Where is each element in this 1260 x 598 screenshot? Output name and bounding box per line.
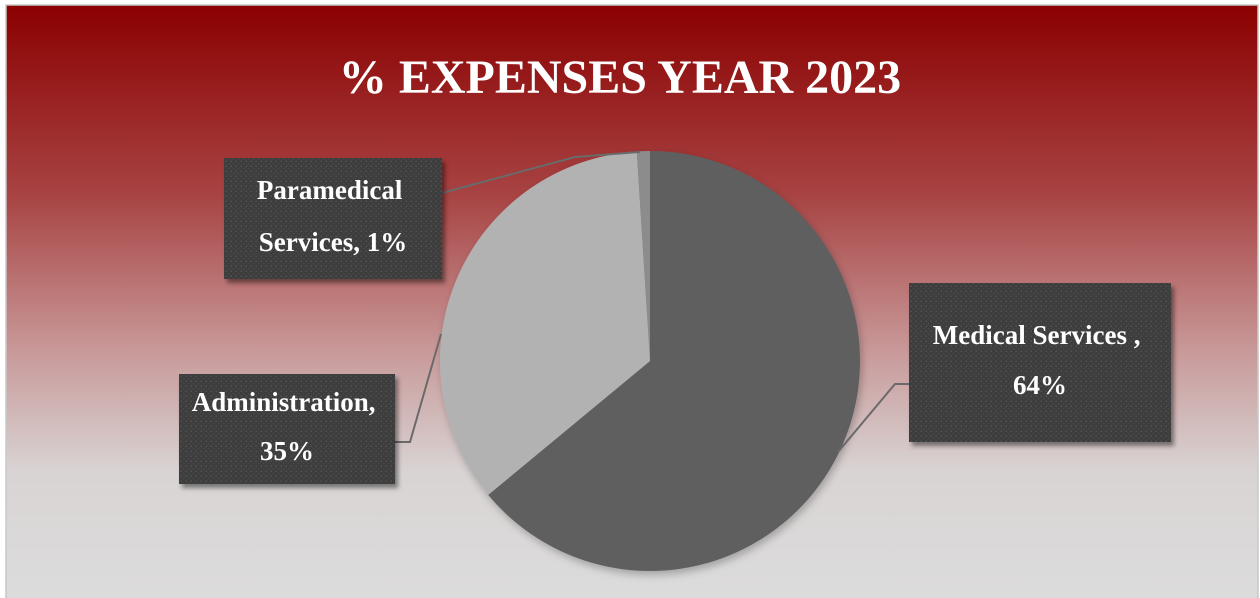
- leader-lines: [395, 151, 909, 453]
- slice-medical-services: [488, 151, 860, 571]
- label-box-paramedical: [224, 158, 442, 279]
- label-administration: Administration, 35%: [179, 374, 395, 484]
- label-line-administration-1: Administration,: [192, 387, 376, 417]
- label-paramedical-services: Paramedical Services, 1%: [224, 158, 442, 279]
- label-name-paramedical: Paramedical Services, 1%: [257, 175, 409, 257]
- label-line-paramedical-1: Paramedical: [257, 175, 403, 205]
- chart-title: % EXPENSES YEAR 2023: [339, 51, 901, 104]
- label-name-administration: Administration, 35%: [192, 387, 383, 466]
- label-line-paramedical-2: Services, 1%: [259, 227, 407, 257]
- label-value-administration: 35%: [260, 436, 314, 466]
- label-box-administration: [179, 374, 395, 484]
- label-value-medical: 64%: [1013, 370, 1067, 400]
- label-box-medical: [909, 283, 1171, 442]
- label-name-medical: Medical Services , 64%: [933, 320, 1147, 400]
- label-medical-services: Medical Services , 64%: [909, 283, 1171, 442]
- data-labels: Paramedical Services, 1% Medical Service…: [179, 158, 1171, 484]
- leader-line-paramedical: [441, 151, 641, 194]
- slice-administration: [439, 151, 650, 495]
- label-value-paramedical: 1%: [367, 227, 408, 257]
- leader-line-administration: [395, 333, 442, 443]
- label-line-medical-1: Medical Services ,: [933, 320, 1141, 350]
- leader-line-medical: [837, 383, 909, 453]
- slice-paramedical-services: [636, 150, 650, 361]
- pie-slices: [439, 150, 860, 571]
